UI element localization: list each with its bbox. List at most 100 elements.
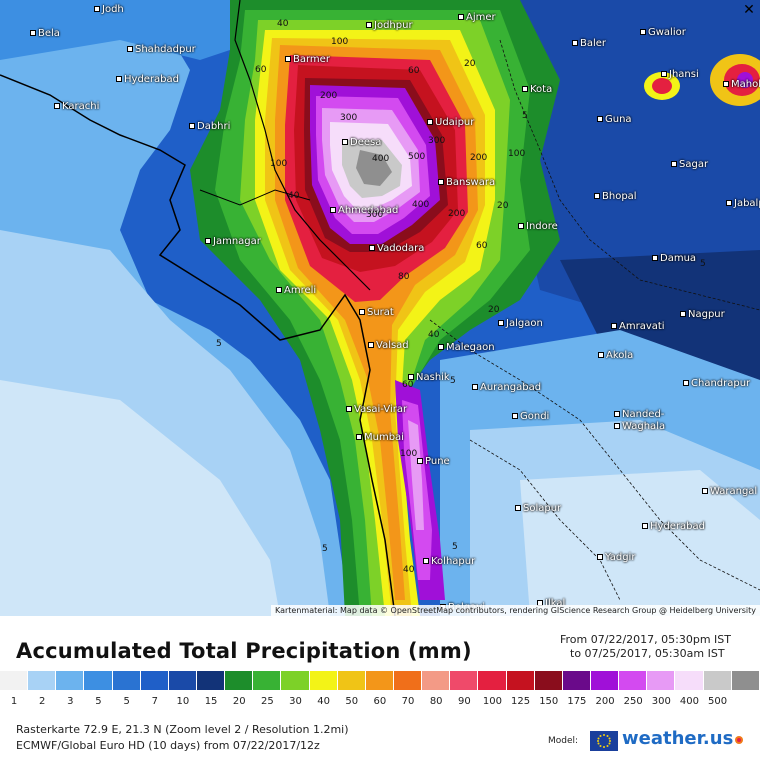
city-label: Aurangabad (472, 382, 541, 393)
city-marker-icon (359, 309, 365, 315)
city-marker-icon (285, 56, 291, 62)
scale-swatch (84, 671, 113, 690)
scale-swatch (365, 671, 394, 690)
city-label: Hyderabad (642, 521, 705, 532)
city-label: Waghala (614, 421, 665, 432)
color-scale (0, 671, 760, 690)
city-marker-icon (94, 6, 100, 12)
city-name: Jamnagar (213, 236, 261, 247)
city-marker-icon (205, 238, 211, 244)
contour-value: 300 (428, 136, 446, 146)
close-icon[interactable]: ✕ (743, 2, 755, 18)
contour-value: 20 (464, 59, 476, 69)
city-marker-icon (640, 29, 646, 35)
city-marker-icon (342, 139, 348, 145)
contour-value: 5 (450, 376, 456, 386)
city-name: Guna (605, 114, 632, 125)
city-label: Damua (652, 253, 696, 264)
scale-swatch (731, 671, 760, 690)
city-name: Warangal (710, 486, 758, 497)
scale-label (732, 696, 760, 710)
contour-value: 40 (288, 191, 300, 201)
city-marker-icon (366, 22, 372, 28)
city-name: Dabhri (197, 121, 231, 132)
city-name: Solapur (523, 503, 562, 514)
city-marker-icon (594, 193, 600, 199)
scale-swatch (534, 671, 563, 690)
period-to: to 07/25/2017, 05:30am IST (570, 647, 725, 660)
city-marker-icon (518, 223, 524, 229)
scale-swatch (703, 671, 732, 690)
city-name: Deesa (350, 137, 382, 148)
city-label: Jhansi (661, 69, 699, 80)
scale-swatch (506, 671, 535, 690)
city-marker-icon (276, 287, 282, 293)
city-name: Ahmedabad (338, 205, 399, 216)
city-name: Nashik (416, 372, 450, 383)
contour-value: 100 (508, 149, 526, 159)
scale-label: 50 (345, 696, 359, 707)
scale-swatch (140, 671, 169, 690)
scale-label: 400 (679, 696, 699, 707)
city-marker-icon (189, 123, 195, 129)
scale-swatch (196, 671, 226, 690)
scale-label: 7 (151, 696, 158, 707)
scale-label: 500 (708, 696, 728, 707)
city-label: Gondi (512, 411, 549, 422)
contour-value: 400 (372, 154, 390, 164)
scale-swatch (647, 671, 676, 690)
scale-label: 20 (232, 696, 246, 707)
contour-value: 80 (398, 272, 410, 282)
city-label: Udaipur (427, 117, 474, 128)
scale-label: 200 (595, 696, 615, 707)
contour-value: 60 (408, 66, 420, 76)
city-name: Vadodara (377, 243, 425, 254)
city-name: Yadgir (605, 552, 636, 563)
city-marker-icon (356, 434, 362, 440)
precipitation-map[interactable]: Bela Shahdadpur Hyderabad Karachi Dabhri Jodh… (0, 0, 760, 616)
city-label: Nanded- (614, 409, 664, 420)
contour-value: 200 (470, 153, 488, 163)
city-name: Damua (660, 253, 697, 264)
city-name: Gondi (520, 411, 550, 422)
city-label: Indore (518, 221, 558, 232)
city-name: Karachi (62, 101, 100, 112)
scale-swatch (225, 671, 254, 690)
city-marker-icon (683, 380, 689, 386)
model-run-info: ECMWF/Global Euro HD (10 days) from 07/2… (16, 739, 320, 752)
city-name: Amravati (619, 321, 665, 332)
city-label: Vasai-Virar (346, 404, 407, 415)
city-label: Amreli (276, 285, 316, 296)
city-name: Akola (606, 350, 634, 361)
city-label: Ahmedabad (330, 205, 398, 216)
contour-value: 200 (448, 209, 466, 219)
scale-label: 90 (457, 696, 471, 707)
scale-swatch (337, 671, 366, 690)
city-label: Warangal (702, 486, 757, 497)
city-marker-icon (369, 245, 375, 251)
city-name: Bela (38, 28, 60, 39)
city-label: Yadgir (597, 552, 635, 563)
city-name: Waghala (622, 421, 666, 432)
city-marker-icon (515, 505, 521, 511)
city-label: Surat (359, 307, 394, 318)
contour-value: 300 (366, 210, 384, 220)
city-label: Ajmer (458, 12, 496, 23)
city-label: Jodh (94, 4, 124, 15)
city-name: Hyderabad (124, 74, 179, 85)
contour-value: 5 (522, 111, 528, 121)
city-marker-icon (598, 352, 604, 358)
city-name: Indore (526, 221, 558, 232)
map-attribution: Kartenmaterial: Map data © OpenStreetMap… (270, 605, 760, 616)
contour-value: 300 (340, 113, 358, 123)
weather-us-logo[interactable]: weather.us (622, 728, 734, 749)
city-marker-icon (54, 103, 60, 109)
scale-label: 3 (67, 696, 74, 707)
city-label: Nashik (408, 372, 450, 383)
contour-value: 60 (402, 380, 414, 390)
city-label: Deesa (342, 137, 381, 148)
city-marker-icon (726, 200, 732, 206)
city-label: Pune (417, 456, 450, 467)
contour-value: 40 (428, 330, 440, 340)
contour-value: 5 (452, 542, 458, 552)
